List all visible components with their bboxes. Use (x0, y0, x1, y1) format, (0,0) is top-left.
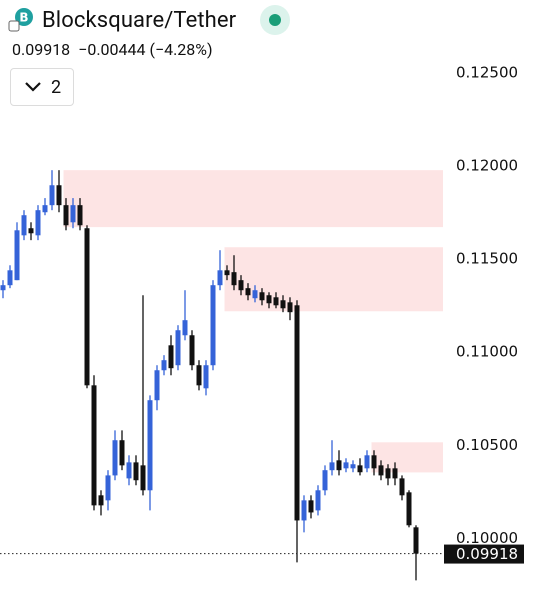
candle-body (14, 230, 20, 281)
candle-body (217, 270, 223, 286)
y-tick-label: 0.11000 (456, 343, 518, 361)
candle-body (308, 500, 314, 513)
chart-title: Blocksquare/Tether (42, 7, 237, 33)
candle-body (35, 210, 41, 236)
candle-body (301, 500, 307, 521)
candle-body (364, 455, 370, 469)
candle-body (126, 462, 132, 479)
icon-graphic: B (8, 8, 33, 32)
svg-text:B: B (19, 11, 28, 25)
supply-zone (224, 247, 443, 312)
candle-body (119, 440, 125, 466)
y-tick-label: 0.11500 (456, 250, 518, 268)
candle-body (49, 185, 55, 206)
candle-body (231, 272, 237, 286)
supply-zone (63, 170, 443, 228)
candle-body (42, 205, 48, 213)
last-price: 0.09918 (12, 40, 71, 59)
candle-body (147, 400, 153, 491)
candle-body (385, 468, 391, 479)
candle-body (154, 370, 160, 401)
candle-body (189, 335, 195, 366)
candle-body (378, 465, 384, 476)
candle-body (280, 300, 286, 309)
candle-body (98, 495, 104, 506)
candle-body (21, 215, 27, 236)
candle-body (322, 470, 328, 491)
candle-body (343, 462, 349, 469)
candle-body (287, 302, 293, 313)
candle-body (56, 185, 62, 206)
candle-body (70, 205, 76, 223)
market-status (260, 5, 291, 35)
candle-body (371, 455, 377, 469)
chevron (25, 82, 41, 92)
candle-body (266, 295, 272, 304)
candle-body (196, 365, 202, 386)
candle-body (294, 305, 300, 521)
last-price-box (444, 544, 524, 564)
title-row: B Blocksquare/Tether (8, 4, 291, 36)
candle-body (252, 290, 258, 299)
candle-body (77, 205, 83, 226)
candle-body (203, 365, 209, 389)
y-tick-label: 0.12000 (456, 157, 518, 175)
candle-body (105, 475, 111, 501)
candle-body (168, 345, 174, 369)
quote: 0.09918 −0.00444 (−4.28%) (12, 40, 290, 59)
candle-body (28, 228, 34, 234)
candle-body (357, 465, 363, 473)
candle-body (91, 385, 97, 506)
layout-dropdown[interactable]: 2 (10, 68, 74, 106)
candle-body (329, 462, 335, 471)
symbol-icon: B (8, 7, 34, 33)
candle-body (175, 330, 181, 366)
candle-body (259, 292, 265, 301)
candle-body (399, 478, 405, 496)
candle-body (238, 280, 244, 291)
candle-body (84, 228, 90, 386)
layout-count: 2 (51, 76, 62, 98)
candle-body (315, 490, 321, 511)
candle-body (224, 270, 230, 276)
candle-body (182, 320, 188, 336)
candle-body (0, 285, 6, 291)
candle-body (210, 285, 216, 366)
candle-body (350, 464, 356, 469)
candle-body (273, 297, 279, 306)
candle-body (245, 288, 251, 296)
candle-body (413, 527, 419, 554)
y-tick-label: 0.12500 (456, 64, 518, 82)
y-tick-label: 0.10500 (456, 436, 518, 454)
last-price-label: 0.09918 (456, 545, 518, 563)
candle-body (112, 440, 118, 476)
candle-body (140, 465, 146, 491)
y-tick-label: 0.10000 (456, 529, 518, 547)
candle-body (406, 492, 412, 526)
header: B Blocksquare/Tether 0.09918 −0.00444 (−4… (8, 4, 291, 106)
candle-body (336, 460, 342, 471)
candle-body (7, 270, 13, 286)
candle-body (133, 462, 139, 481)
price-change: −0.00444 (−4.28%) (78, 40, 213, 59)
candle-body (392, 468, 398, 479)
candle-body (161, 360, 167, 371)
candle-body (63, 205, 69, 226)
